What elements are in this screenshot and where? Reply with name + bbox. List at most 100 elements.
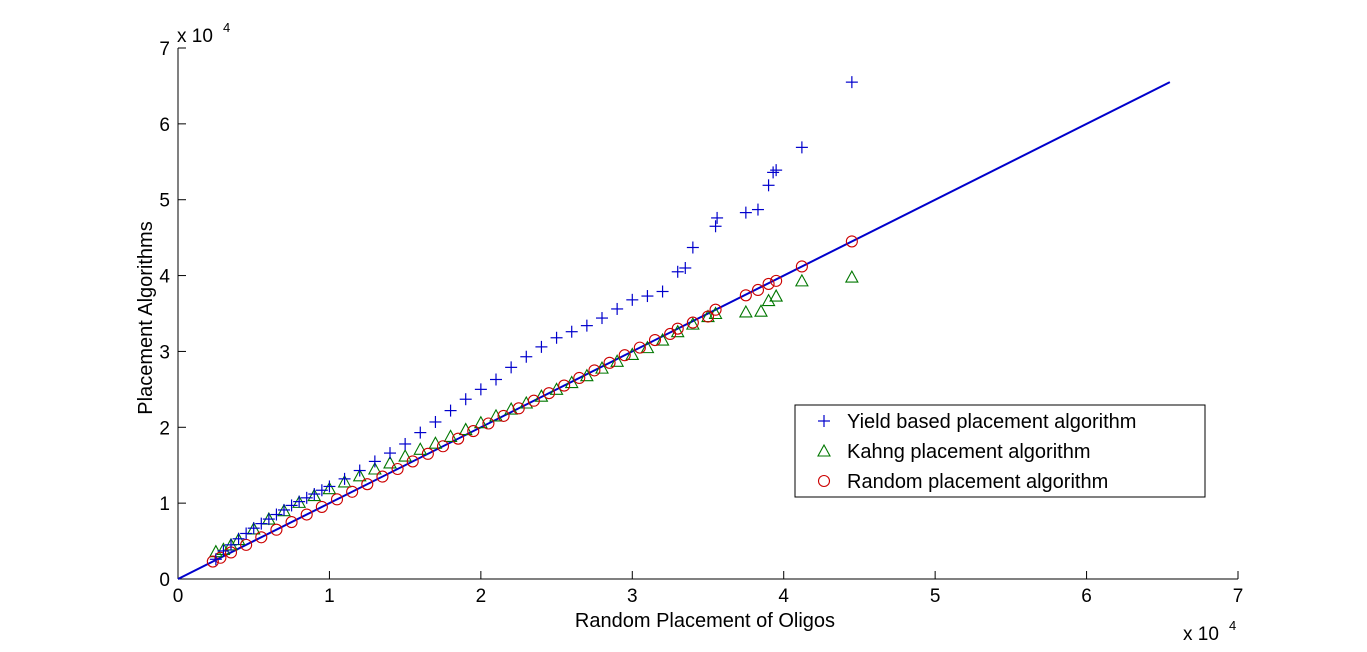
y-tick-label: 0 xyxy=(159,570,170,591)
axes-frame xyxy=(177,48,1238,580)
circle-point xyxy=(618,349,631,362)
plus-point xyxy=(739,206,752,219)
triangle-point xyxy=(352,468,367,482)
circle-point xyxy=(300,508,313,521)
y-multiplier-text: x 10 xyxy=(177,26,213,47)
y-tick-label: 5 xyxy=(159,191,170,212)
plus-point xyxy=(262,513,275,526)
circle-point xyxy=(255,531,268,544)
x-tick-label: 4 xyxy=(778,586,789,607)
data-points xyxy=(206,76,859,568)
plus-point xyxy=(209,553,222,566)
plus-point xyxy=(711,211,724,224)
circle-point xyxy=(376,470,389,483)
circle-point xyxy=(648,333,662,347)
circle-point xyxy=(709,303,722,316)
triangle-point xyxy=(625,347,640,361)
plus-point xyxy=(474,383,487,396)
triangle-point xyxy=(685,316,700,330)
triangle-point xyxy=(367,461,382,475)
triangle-point xyxy=(473,415,488,429)
triangle-point xyxy=(307,488,322,502)
plus-point xyxy=(255,517,268,530)
circle-point xyxy=(512,402,525,415)
plus-point xyxy=(459,393,472,406)
plus-point xyxy=(626,293,639,306)
plus-point xyxy=(384,447,396,460)
y-axis-label: Placement Algorithms xyxy=(135,221,157,414)
plus-point xyxy=(679,261,692,274)
circle-point xyxy=(330,493,344,506)
plus-point xyxy=(368,455,381,468)
plus-point xyxy=(751,203,764,216)
plus-point xyxy=(520,350,533,363)
plus-point xyxy=(308,488,321,501)
legend-label: Kahng placement algorithm xyxy=(847,441,1090,463)
x-axis-multiplier: x 10 4 xyxy=(1183,618,1236,645)
plus-point xyxy=(217,544,230,557)
circle-point xyxy=(452,432,465,445)
circle-point xyxy=(739,289,752,302)
x-tick-label: 5 xyxy=(930,586,941,607)
triangle-point xyxy=(519,395,534,409)
y-axis-ticks: 0 1 2 3 4 5 6 7 xyxy=(159,39,186,591)
plus-point xyxy=(770,164,783,177)
circle-point xyxy=(751,283,765,297)
legend-label: Random placement algorithm xyxy=(847,471,1108,493)
series-circle xyxy=(206,235,858,568)
circle-point xyxy=(795,260,808,273)
circle-point xyxy=(588,364,601,377)
plus-point xyxy=(767,166,780,179)
legend: Yield based placement algorithm Kahng pla… xyxy=(794,404,1206,498)
triangle-point xyxy=(504,401,519,415)
triangle-point xyxy=(844,269,859,283)
y-tick-label: 7 xyxy=(159,39,170,60)
circle-point xyxy=(421,447,434,460)
circle-point xyxy=(361,478,374,491)
circle-point xyxy=(542,387,556,400)
y-multiplier-exponent: 4 xyxy=(223,20,230,35)
triangle-point xyxy=(337,474,352,488)
circle-point xyxy=(270,523,283,536)
circle-point xyxy=(770,274,783,287)
legend-label: Yield based placement algorithm xyxy=(847,411,1136,433)
plus-point xyxy=(535,340,548,353)
circle-point xyxy=(762,277,775,290)
plus-point xyxy=(671,265,684,278)
legend-box xyxy=(794,404,1206,498)
series-plus xyxy=(209,76,858,566)
circle-point xyxy=(701,310,715,323)
plus-point xyxy=(505,361,518,374)
plus-point xyxy=(641,290,654,303)
triangle-point xyxy=(640,340,655,354)
triangle-point xyxy=(761,293,776,307)
triangle-point xyxy=(655,332,670,346)
plus-point xyxy=(845,76,858,89)
plus-point xyxy=(596,312,608,325)
plus-point xyxy=(323,480,336,493)
plus-point xyxy=(656,285,669,298)
y-axis-multiplier: x 10 4 xyxy=(177,20,230,47)
plus-point xyxy=(550,331,563,344)
circle-point xyxy=(671,322,684,335)
circle-point xyxy=(497,409,510,422)
circle-point xyxy=(527,394,540,407)
plus-point xyxy=(338,472,351,485)
plus-point xyxy=(429,415,442,428)
plus-point xyxy=(293,495,306,508)
x-tick-label: 3 xyxy=(627,586,638,607)
circle-point xyxy=(391,462,404,476)
y-tick-label: 2 xyxy=(159,418,170,439)
circle-point xyxy=(214,551,227,564)
plus-point xyxy=(278,503,290,516)
x-tick-label: 1 xyxy=(324,586,335,607)
triangle-point xyxy=(413,442,428,455)
x-multiplier-text: x 10 xyxy=(1183,624,1219,645)
legend-marker-triangle xyxy=(817,443,831,457)
plus-point xyxy=(414,426,427,439)
plus-point xyxy=(709,220,722,233)
plus-point xyxy=(247,522,260,535)
plus-point xyxy=(232,532,245,545)
x-multiplier-exponent: 4 xyxy=(1229,618,1236,633)
